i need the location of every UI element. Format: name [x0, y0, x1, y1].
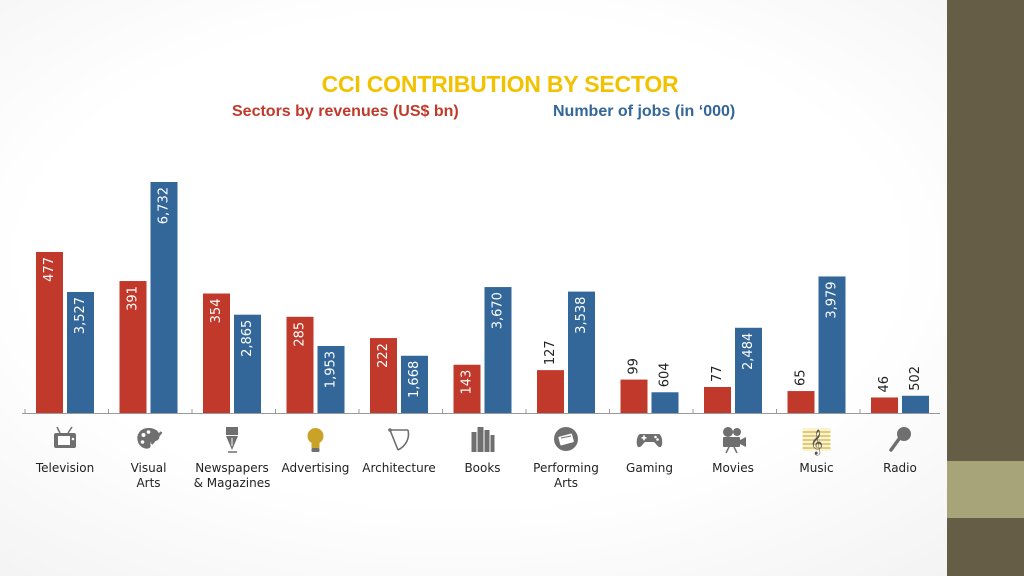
category-label: Architecture [354, 461, 444, 476]
gamepad-icon [636, 434, 663, 448]
bar-revenue [620, 379, 648, 413]
bar-value-label: 127 [543, 340, 558, 365]
microphone-icon [889, 427, 911, 452]
bar-value-label: 477 [42, 257, 57, 282]
category-label-line: Gaming [626, 461, 673, 475]
bar-revenue [453, 364, 481, 413]
theater-icon [554, 427, 578, 451]
bar-revenue [537, 370, 564, 413]
bar-value-label: 604 [658, 362, 673, 387]
bar-jobs [67, 291, 94, 413]
bar-jobs [902, 395, 929, 413]
category-label-line: Architecture [362, 461, 436, 475]
tv-icon [54, 426, 76, 448]
category-label: Books [438, 461, 528, 476]
bar-value-label: 2,484 [741, 333, 756, 370]
sidebar-accent-block [947, 461, 1024, 518]
bar-value-label: 1,953 [324, 351, 339, 388]
bar-value-label: 65 [794, 370, 809, 387]
bar-jobs [234, 314, 261, 413]
bar-value-label: 1,668 [407, 361, 422, 398]
svg-text:𝄞: 𝄞 [810, 429, 823, 455]
music-note-icon: 𝄞 [802, 428, 831, 455]
category-label-line: Visual [130, 461, 167, 475]
bar-value-label: 143 [460, 370, 475, 395]
bar-value-label: 285 [293, 322, 308, 347]
bar-revenue [704, 387, 731, 413]
palette-icon [137, 428, 163, 449]
bar-revenue [871, 397, 898, 413]
bar-revenue [119, 281, 147, 413]
category-label-line: Books [464, 461, 501, 475]
category-label: Visual Arts [104, 461, 194, 491]
bar-jobs [818, 276, 846, 413]
bar-value-label: 2,865 [240, 320, 255, 357]
category-label-line: Television [35, 461, 95, 475]
bar-jobs [568, 291, 595, 413]
category-label-line: Arts [553, 476, 579, 490]
category-label: Movies [688, 461, 778, 476]
bar-value-label: 354 [209, 299, 224, 324]
bar-revenue [787, 391, 815, 413]
bar-jobs [651, 392, 679, 413]
category-label-line: Arts [136, 476, 161, 490]
bar-value-label: 391 [126, 286, 141, 311]
bar-jobs [735, 327, 762, 413]
bar-jobs [150, 182, 178, 413]
compass-icon [388, 428, 410, 451]
category-label: Radio [855, 461, 945, 476]
legend-jobs: Number of jobs (in ‘000) [553, 103, 736, 120]
category-label: Advertising [271, 461, 361, 476]
category-label: Gaming [605, 461, 695, 476]
category-label: Newspapers & Magazines [187, 461, 277, 491]
film-camera-icon [723, 427, 746, 454]
category-label-line: & Magazines [193, 476, 271, 490]
category-label-line: Music [799, 461, 834, 475]
bar-value-label: 3,527 [73, 297, 88, 334]
category-label-line: Newspapers [195, 461, 269, 475]
chart-title: CCI CONTRIBUTION BY SECTOR [321, 71, 679, 97]
bar-value-label: 46 [877, 376, 892, 393]
bar-value-label: 222 [376, 343, 391, 368]
bar-jobs [484, 287, 512, 413]
category-label-line: Movies [712, 461, 754, 475]
category-label-line: Radio [883, 461, 917, 475]
legend-revenue: Sectors by revenues (US$ bn) [232, 103, 459, 120]
category-label: Performing Arts [521, 461, 611, 491]
bar-value-label: 77 [710, 365, 725, 382]
category-label: Television [20, 461, 110, 476]
bar-value-label: 502 [908, 366, 923, 391]
category-label-line: Performing [533, 461, 599, 475]
bar-revenue [36, 252, 63, 413]
bar-revenue [370, 338, 397, 413]
bar-value-label: 3,979 [825, 281, 840, 318]
bar-jobs [401, 355, 428, 413]
bar-revenue [203, 293, 230, 413]
bar-chart: 477 3,527 391 6,732 354 2,865 285 1,953 222 1,668… [22, 182, 940, 455]
bar-value-label: 3,670 [491, 292, 506, 329]
category-label: Music [772, 461, 862, 476]
category-label-line: Advertising [281, 461, 350, 475]
fountain-pen-icon [226, 427, 238, 453]
books-icon [471, 427, 495, 452]
bar-value-label: 99 [627, 358, 642, 375]
bar-value-label: 6,732 [157, 187, 172, 224]
bar-value-label: 3,538 [574, 297, 589, 334]
lightbulb-icon [307, 428, 324, 452]
bar-revenue [286, 316, 314, 413]
bar-jobs [317, 345, 345, 413]
